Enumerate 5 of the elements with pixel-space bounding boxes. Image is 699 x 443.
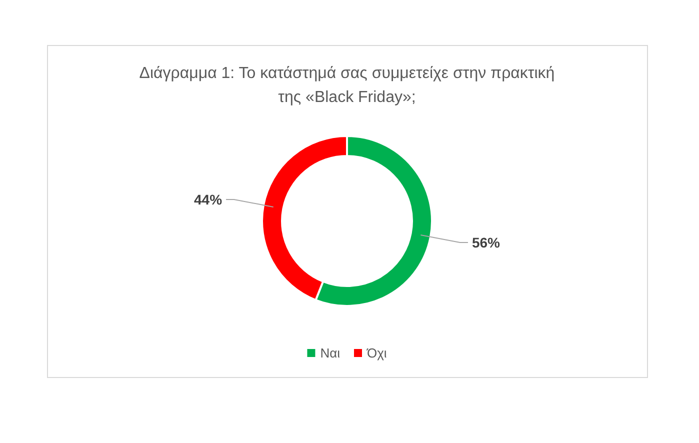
chart-title: Διάγραμμα 1: Το κατάστημά σας συμμετείχε στην πρακτική της «Black Friday»;: [139, 65, 555, 106]
data-label: 56%: [472, 234, 501, 251]
legend-label: Ναι: [320, 346, 340, 360]
legend-label: Όχι: [366, 346, 387, 360]
data-label: 44%: [194, 191, 223, 208]
